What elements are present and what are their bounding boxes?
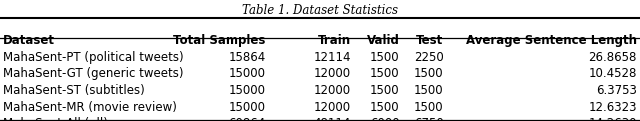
Text: MahaSent-PT (political tweets): MahaSent-PT (political tweets)	[3, 51, 184, 64]
Text: 1500: 1500	[370, 51, 399, 64]
Text: Valid: Valid	[367, 34, 399, 47]
Text: 12.6323: 12.6323	[588, 101, 637, 114]
Text: Train: Train	[317, 34, 351, 47]
Text: MahaSent-ST (subtitles): MahaSent-ST (subtitles)	[3, 84, 145, 97]
Text: Table 1. Dataset Statistics: Table 1. Dataset Statistics	[242, 4, 398, 17]
Text: 1500: 1500	[370, 84, 399, 97]
Text: 26.8658: 26.8658	[588, 51, 637, 64]
Text: Total Samples: Total Samples	[173, 34, 266, 47]
Text: 1500: 1500	[414, 101, 444, 114]
Text: Average Sentence Length: Average Sentence Length	[466, 34, 637, 47]
Text: 6.3753: 6.3753	[596, 84, 637, 97]
Text: 15000: 15000	[228, 84, 266, 97]
Text: 2250: 2250	[414, 51, 444, 64]
Text: 1500: 1500	[370, 67, 399, 80]
Text: 12000: 12000	[314, 101, 351, 114]
Text: MahaSent-GT (generic tweets): MahaSent-GT (generic tweets)	[3, 67, 184, 80]
Text: 15000: 15000	[228, 67, 266, 80]
Text: 12000: 12000	[314, 84, 351, 97]
Text: 1500: 1500	[370, 101, 399, 114]
Text: MahaSent-MR (movie review): MahaSent-MR (movie review)	[3, 101, 177, 114]
Text: 12000: 12000	[314, 67, 351, 80]
Text: 1500: 1500	[414, 67, 444, 80]
Text: 15000: 15000	[228, 101, 266, 114]
Text: Dataset: Dataset	[3, 34, 55, 47]
Text: 60864: 60864	[228, 117, 266, 121]
Text: MahaSent-All (all): MahaSent-All (all)	[3, 117, 108, 121]
Text: 48114: 48114	[314, 117, 351, 121]
Text: Test: Test	[416, 34, 444, 47]
Text: 15864: 15864	[228, 51, 266, 64]
Text: 6750: 6750	[414, 117, 444, 121]
Text: 1500: 1500	[414, 84, 444, 97]
Text: 6000: 6000	[370, 117, 399, 121]
Text: 12114: 12114	[313, 51, 351, 64]
Text: 14.2630: 14.2630	[588, 117, 637, 121]
Text: 10.4528: 10.4528	[588, 67, 637, 80]
